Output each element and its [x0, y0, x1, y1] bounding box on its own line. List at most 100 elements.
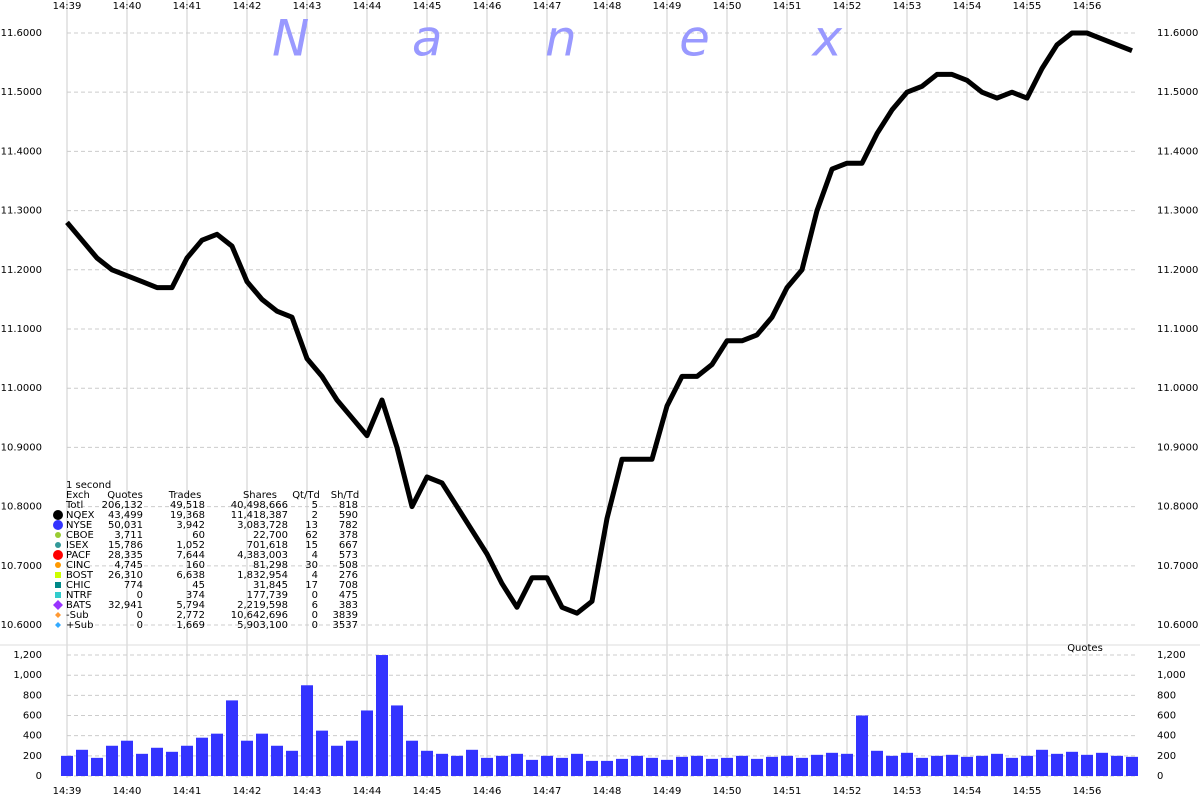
y-tick-label-right: 11.3000 — [1157, 206, 1198, 217]
volume-bar — [916, 757, 928, 776]
x-tick-label: 14:54 — [953, 1, 982, 12]
table-cell: 708 — [339, 580, 358, 591]
table-cell: 2 — [312, 510, 318, 521]
table-cell: CINC — [66, 560, 90, 571]
x-tick-label: 14:40 — [113, 1, 142, 12]
table-cell: 177,739 — [247, 590, 288, 601]
table-cell: 1,052 — [176, 540, 205, 551]
table-cell: 43,499 — [108, 510, 143, 521]
volume-bar — [721, 757, 733, 776]
y-tick-label: 11.3000 — [1, 206, 42, 217]
table-header: Qt/Td — [292, 490, 320, 501]
y-tick-label-right: 10.9000 — [1157, 442, 1198, 453]
table-cell: 2,772 — [176, 610, 205, 621]
y-tick-label: 10.6000 — [1, 620, 42, 631]
table-cell: 590 — [339, 510, 358, 521]
x-tick-label: 14:40 — [113, 786, 142, 797]
volume-bar — [481, 757, 493, 776]
volume-bar — [1096, 752, 1108, 776]
x-tick-label: 14:51 — [773, 1, 802, 12]
x-tick-label: 14:55 — [1013, 786, 1042, 797]
y-tick-label: 400 — [23, 731, 42, 742]
marks — [61, 30, 1138, 776]
table-cell: 7,644 — [176, 550, 205, 561]
table-cell: NTRF — [66, 590, 93, 601]
table-cell: 475 — [339, 590, 358, 601]
volume-bar — [1006, 757, 1018, 776]
y-tick-label-right: 200 — [1157, 751, 1176, 762]
volume-bar — [691, 755, 703, 776]
volume-bar — [976, 755, 988, 776]
y-tick-label-right: 10.6000 — [1157, 620, 1198, 631]
panel-title: Quotes — [1067, 643, 1103, 654]
x-tick-label: 14:54 — [953, 786, 982, 797]
volume-bar — [946, 754, 958, 776]
table-cell: 0 — [137, 610, 143, 621]
table-cell: 573 — [339, 550, 358, 561]
table-cell: 378 — [339, 530, 358, 541]
table-cell: 22,700 — [253, 530, 288, 541]
table-cell: 206,132 — [102, 500, 143, 511]
volume-bar — [526, 759, 538, 776]
volume-bar — [601, 760, 613, 776]
volume-bar — [646, 757, 658, 776]
table-cell: 28,335 — [108, 550, 143, 561]
x-tick-label: 14:41 — [173, 1, 202, 12]
volume-bar — [1126, 756, 1138, 776]
volume-bar — [121, 740, 133, 776]
volume-bar — [376, 655, 388, 776]
y-tick-label: 11.4000 — [1, 146, 42, 157]
y-tick-label-right: 11.1000 — [1157, 324, 1198, 335]
table-cell: 4,383,003 — [237, 550, 288, 561]
y-tick-label-right: 1,200 — [1157, 650, 1186, 661]
table-header: Exch — [66, 490, 90, 501]
x-tick-label: 14:41 — [173, 786, 202, 797]
volume-bar — [586, 760, 598, 776]
table-cell: 818 — [339, 500, 358, 511]
volume-bar — [1066, 751, 1078, 776]
legend-marker — [55, 542, 61, 548]
volume-bar — [436, 753, 448, 776]
volume-bar — [616, 758, 628, 776]
table-cell: NYSE — [66, 520, 92, 531]
volume-bar — [406, 740, 418, 776]
y-tick-label-right: 800 — [1157, 690, 1176, 701]
table-cell: 374 — [186, 590, 205, 601]
volume-bar — [781, 755, 793, 776]
y-tick-label: 600 — [23, 711, 42, 722]
volume-bar — [181, 745, 193, 776]
legend-marker — [55, 562, 61, 568]
y-tick-label-right: 0 — [1157, 771, 1163, 782]
volume-bar — [631, 755, 643, 776]
table-cell: 81,298 — [253, 560, 288, 571]
volume-bar — [991, 753, 1003, 776]
table-cell: 4 — [312, 570, 318, 581]
table-cell: 774 — [124, 580, 143, 591]
table-cell: 3,942 — [176, 520, 205, 531]
volume-bar — [766, 756, 778, 776]
volume-bar — [136, 753, 148, 776]
x-tick-label: 14:43 — [293, 786, 322, 797]
y-tick-label-right: 1,000 — [1157, 670, 1186, 681]
volume-bar — [1081, 754, 1093, 776]
volume-bar — [61, 755, 73, 776]
volume-bar — [931, 755, 943, 776]
table-cell: 32,941 — [108, 600, 143, 611]
volume-bar — [571, 753, 583, 776]
x-tick-label: 14:46 — [473, 786, 502, 797]
legend-marker — [53, 510, 63, 520]
x-tick-label: 14:46 — [473, 1, 502, 12]
table-cell: 3,711 — [114, 530, 143, 541]
table-cell: 19,368 — [170, 510, 205, 521]
volume-bar — [1021, 755, 1033, 776]
table-cell: 3839 — [333, 610, 358, 621]
table-cell: 4 — [312, 550, 318, 561]
legend-marker — [53, 600, 63, 610]
legend-marker — [55, 582, 61, 588]
legend-marker — [55, 612, 61, 618]
table-cell: 6,638 — [176, 570, 205, 581]
y-tick-label: 11.2000 — [1, 265, 42, 276]
volume-bar — [226, 700, 238, 776]
volume-bar — [856, 715, 868, 776]
y-tick-label: 11.6000 — [1, 28, 42, 39]
